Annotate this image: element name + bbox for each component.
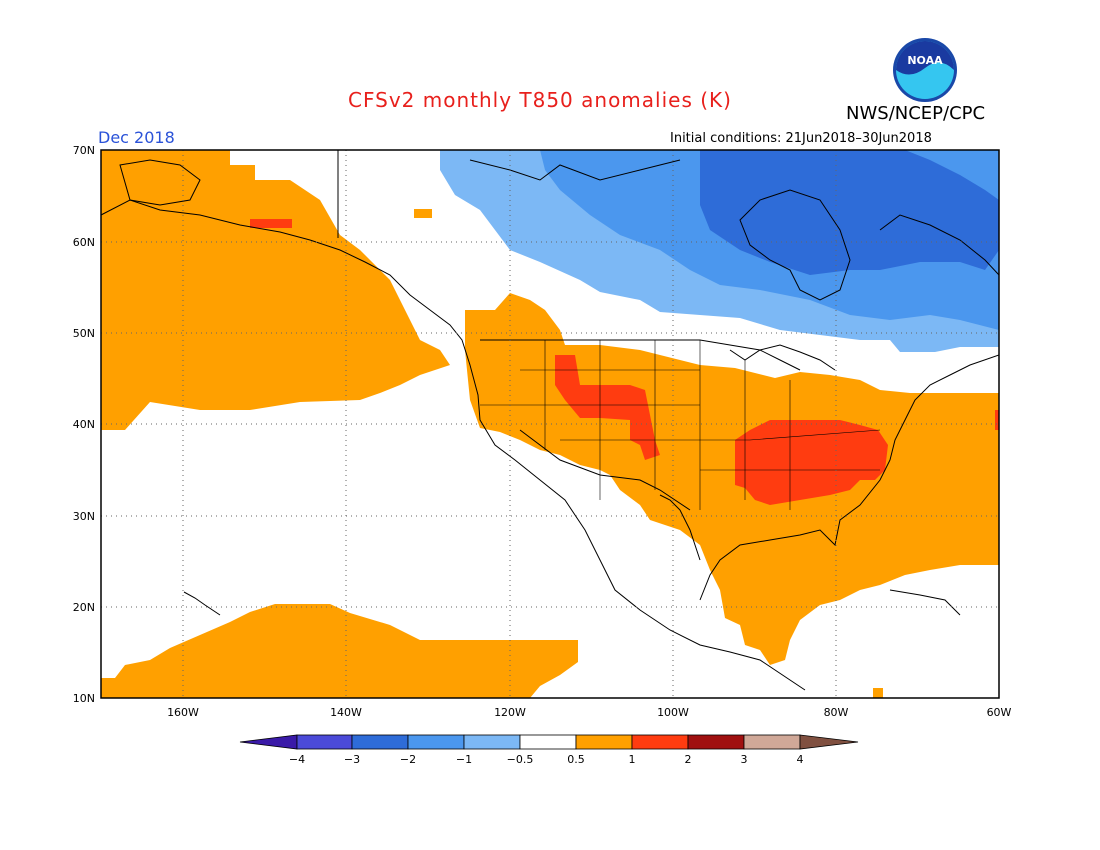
colorbar-labels: −4 −3 −2 −1 −0.5 0.5 1 2 3 4 <box>289 753 804 766</box>
lon-label-140w: 140W <box>330 706 362 719</box>
colorbar-swatch-4 <box>463 734 521 750</box>
colorbar-swatch-5 <box>519 734 577 750</box>
colorbar-swatch-8 <box>687 734 745 750</box>
colorbar-label: −3 <box>344 753 360 766</box>
colorbar-swatch-3 <box>407 734 465 750</box>
colorbar-label: −0.5 <box>507 753 534 766</box>
colorbar-swatch-0 <box>239 734 298 750</box>
colorbar-label: 4 <box>797 753 804 766</box>
colorbar <box>239 734 859 750</box>
coastlines <box>101 150 999 691</box>
colorbar-label: −1 <box>456 753 472 766</box>
lat-label-60n: 60N <box>73 236 95 249</box>
lon-label-100w: 100W <box>657 706 689 719</box>
colorbar-label: 2 <box>685 753 692 766</box>
colorbar-swatch-1 <box>296 734 353 750</box>
region-plains-hot <box>555 355 660 460</box>
map-title: CFSv2 monthly T850 anomalies (K) <box>348 88 732 112</box>
lon-label-120w: 120W <box>494 706 526 719</box>
region-tropical-pacific <box>101 604 578 698</box>
lat-label-50n: 50N <box>73 327 95 340</box>
colorbar-label: 3 <box>741 753 748 766</box>
anomaly-field <box>101 150 999 698</box>
region-canada-cool-3 <box>700 150 999 275</box>
colorbar-label: −4 <box>289 753 305 766</box>
lon-axis: 160W 140W 120W 100W 80W 60W <box>167 706 1011 719</box>
colorbar-label: −2 <box>400 753 416 766</box>
state-borders <box>480 340 881 510</box>
noaa-logo: NOAA <box>893 38 957 102</box>
colorbar-swatch-2 <box>351 734 409 750</box>
lon-label-60w: 60W <box>987 706 1012 719</box>
region-southeast-hot <box>735 420 888 505</box>
noaa-logo-text: NOAA <box>907 54 943 67</box>
colorbar-swatch-9 <box>743 734 801 750</box>
colorbar-label: 0.5 <box>567 753 585 766</box>
colorbar-swatch-7 <box>631 734 689 750</box>
initial-conditions: Initial conditions: 21Jun2018–30Jun2018 <box>670 131 932 146</box>
forecast-period: Dec 2018 <box>98 128 175 147</box>
lat-label-30n: 30N <box>73 510 95 523</box>
lat-label-20n: 20N <box>73 601 95 614</box>
region-alaska-pacific <box>101 150 450 430</box>
colorbar-swatch-10 <box>799 734 859 750</box>
lat-axis: 70N 60N 50N 40N 30N 20N 10N <box>73 144 95 705</box>
lon-label-80w: 80W <box>824 706 849 719</box>
lat-label-40n: 40N <box>73 418 95 431</box>
map-frame <box>100 149 1000 699</box>
region-alaska-hot <box>250 219 292 228</box>
lat-label-10n: 10N <box>73 692 95 705</box>
agency-label: NWS/NCEP/CPC <box>846 103 986 124</box>
colorbar-label: 1 <box>629 753 636 766</box>
lat-label-70n: 70N <box>73 144 95 157</box>
lon-label-160w: 160W <box>167 706 199 719</box>
colorbar-swatch-6 <box>575 734 633 750</box>
